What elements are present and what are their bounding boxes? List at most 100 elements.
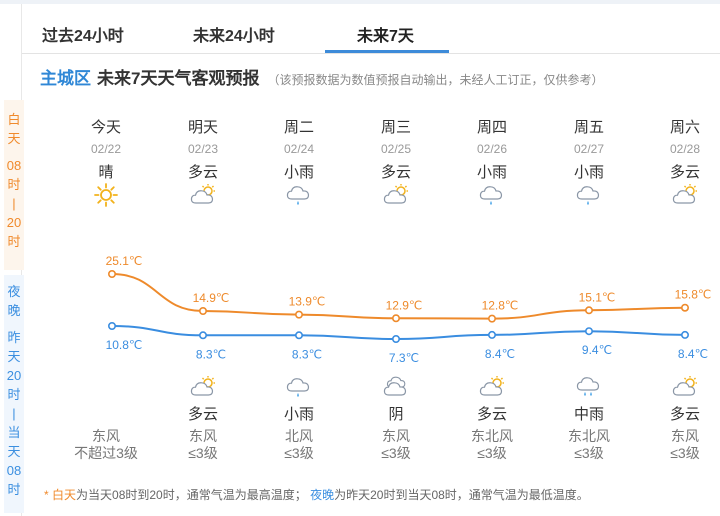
day-weather-text: 多云	[669, 164, 700, 181]
night-temp-label: 8.4℃	[485, 347, 515, 361]
day-period-label: 白 天 08 时 | 20 时	[4, 110, 24, 251]
night-side-band	[4, 275, 24, 513]
night-temp-label: 8.3℃	[196, 347, 226, 361]
night-temp-point	[391, 334, 400, 343]
day-temp-point	[584, 306, 593, 315]
tab-past-24h[interactable]: 过去24小时	[42, 28, 124, 45]
day-name: 周三	[380, 119, 411, 136]
overcast-icon	[382, 374, 410, 400]
day-weather-text: 小雨	[283, 164, 314, 181]
side-char: 20	[6, 215, 22, 230]
light-rain-icon	[575, 182, 603, 208]
cloudy-icon	[189, 182, 217, 208]
top-strip	[0, 0, 720, 4]
light-rain-icon	[478, 182, 506, 208]
day-date: 02/22	[90, 142, 122, 156]
night-weather-text: 小雨	[283, 406, 314, 423]
night-weather-text: 中雨	[573, 406, 604, 423]
tab-next-7-days[interactable]: 未来7天	[357, 28, 414, 45]
side-char: 昨	[7, 330, 21, 345]
night-temp-point	[199, 331, 208, 340]
footnote-day-term: 白天	[52, 488, 77, 502]
day-temp-point	[487, 314, 496, 323]
night-temp-line	[111, 325, 686, 341]
day-weather-text: 多云	[380, 164, 411, 181]
night-temp-point	[108, 321, 117, 330]
night-temp-point	[584, 327, 593, 336]
cloudy-icon	[671, 182, 699, 208]
day-name: 周五	[573, 119, 604, 136]
footnote-night-text: 为昨天20时到当天08时，通常气温为最低温度。	[334, 488, 589, 502]
side-char: 晚	[7, 303, 21, 318]
side-char: 时	[7, 387, 21, 402]
day-temp-label: 14.9℃	[193, 291, 230, 305]
night-temp-label: 8.3℃	[292, 347, 322, 361]
day-name: 今天	[90, 119, 121, 136]
day-temp-point	[391, 314, 400, 323]
wind-direction: 东北风	[568, 428, 610, 444]
footnote-day-text: 为当天08时到20时，通常气温为最高温度；	[76, 488, 307, 502]
day-weather-text: 多云	[187, 164, 218, 181]
sun-icon	[92, 182, 120, 208]
side-char: 时	[7, 234, 21, 249]
day-temp-line	[111, 273, 686, 320]
side-char: 天	[7, 349, 21, 364]
day-date: 02/26	[476, 142, 508, 156]
side-char: 夜	[7, 284, 21, 299]
night-temp-label: 10.8℃	[106, 338, 143, 352]
day-weather-text: 小雨	[476, 164, 507, 181]
wind-level: ≤3级	[670, 445, 700, 461]
tab-next-24h[interactable]: 未来24小时	[193, 28, 275, 45]
day-temp-label: 15.1℃	[579, 290, 616, 304]
day-name: 周四	[476, 119, 507, 136]
day-temp-label: 12.9℃	[386, 298, 423, 312]
light-rain-icon	[285, 182, 313, 208]
district-name: 主城区	[40, 69, 91, 88]
wind-level: ≤3级	[284, 445, 314, 461]
wind-direction: 东风	[382, 428, 410, 444]
day-weather-text: 小雨	[573, 164, 604, 181]
side-char: 时	[7, 482, 21, 497]
night-temp-point	[487, 330, 496, 339]
wind-direction: 北风	[285, 428, 313, 444]
active-tab-indicator	[325, 50, 449, 53]
side-char: 20	[6, 368, 22, 383]
day-temp-point	[680, 303, 689, 312]
side-char: 白	[7, 112, 21, 127]
night-temp-point	[294, 331, 303, 340]
side-char: 天	[7, 131, 21, 146]
cloudy-icon	[189, 374, 217, 400]
wind-direction: 东风	[189, 428, 217, 444]
side-char: 时	[7, 177, 21, 192]
side-spacer	[4, 148, 24, 156]
day-date: 02/23	[187, 142, 219, 156]
day-temp-point	[294, 310, 303, 319]
cloudy-icon	[671, 374, 699, 400]
side-char: 天	[7, 444, 21, 459]
day-temp-point	[199, 306, 208, 315]
side-char: |	[12, 406, 16, 421]
day-date: 02/25	[380, 142, 412, 156]
day-name: 明天	[187, 119, 218, 136]
night-period-label: 夜 晚 昨 天 20 时 | 当 天 08 时	[4, 282, 24, 499]
day-temp-label: 12.8℃	[482, 299, 519, 313]
day-temp-label: 13.9℃	[289, 295, 326, 309]
footnote-star: *	[44, 488, 49, 502]
day-date: 02/28	[669, 142, 701, 156]
footnote: * 白天为当天08时到20时，通常气温为最高温度； 夜晚为昨天20时到当天08时…	[44, 486, 589, 503]
tab-bar: 过去24小时 未来24小时 未来7天	[22, 4, 720, 54]
night-weather-text: 多云	[187, 406, 218, 423]
moderate-rain-icon	[575, 374, 603, 400]
day-name: 周六	[669, 119, 700, 136]
side-char: 08	[6, 158, 22, 173]
page-title: 主城区 未来7天天气客观预报 （该预报数据为数值预报自动输出，未经人工订正，仅供参考…	[40, 64, 603, 89]
day-name: 周二	[283, 119, 314, 136]
wind-level: ≤3级	[188, 445, 218, 461]
wind-direction: 东风	[671, 428, 699, 444]
day-date: 02/24	[283, 142, 315, 156]
side-char: 08	[6, 463, 22, 478]
side-spacer	[4, 320, 24, 328]
wind-level: ≤3级	[574, 445, 604, 461]
cloudy-icon	[382, 182, 410, 208]
wind-level: ≤3级	[477, 445, 507, 461]
